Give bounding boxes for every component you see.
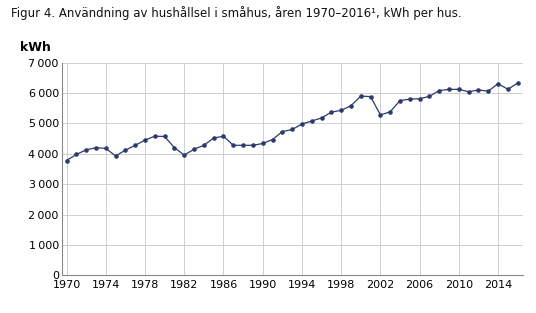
Text: kWh: kWh — [20, 41, 51, 54]
Text: Figur 4. Användning av hushållsel i småhus, åren 1970–2016¹, kWh per hus.: Figur 4. Användning av hushållsel i småh… — [11, 6, 461, 20]
